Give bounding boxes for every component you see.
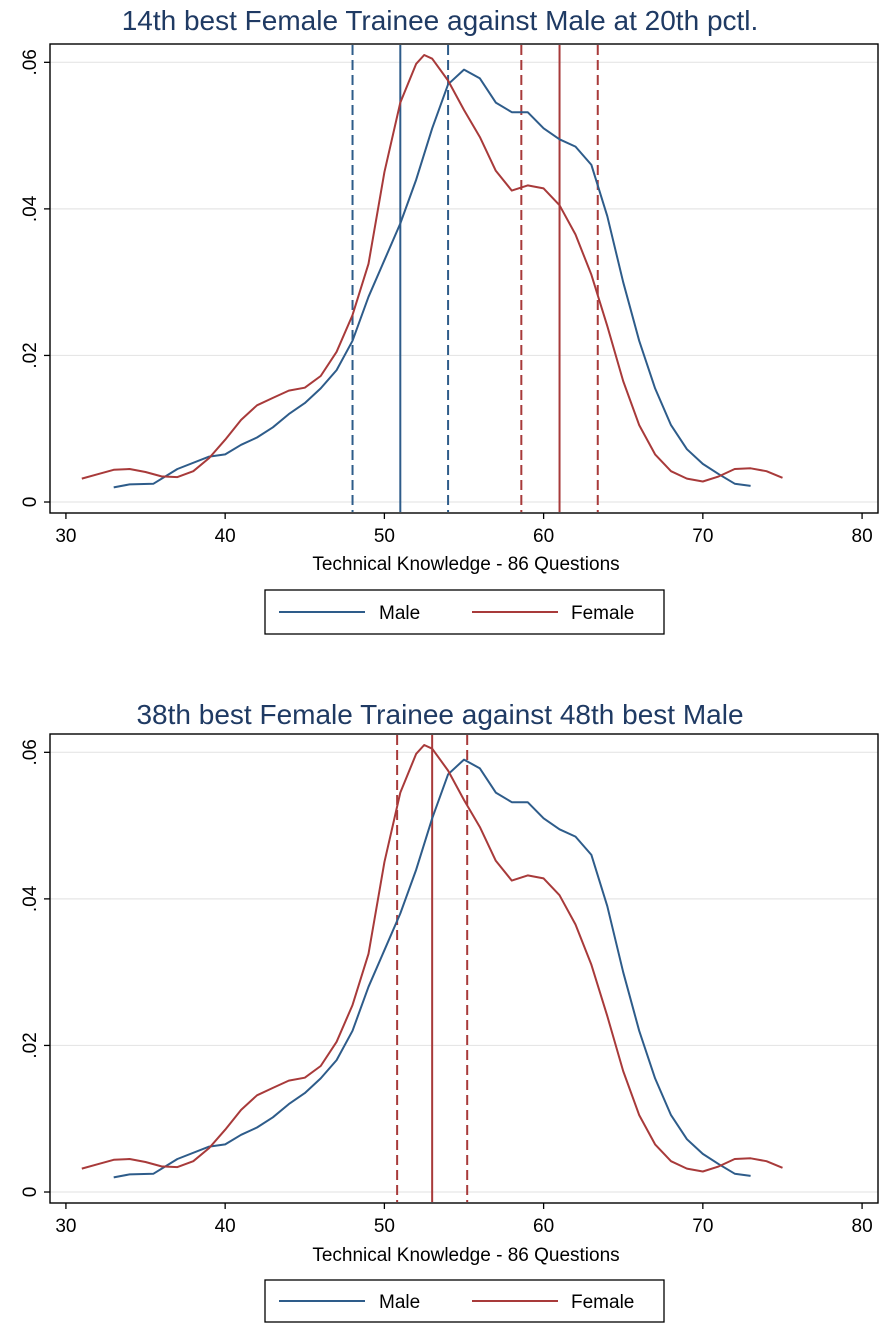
x-tick-label: 70 <box>692 1216 713 1237</box>
x-tick-label: 60 <box>533 1216 554 1237</box>
y-tick-label: .02 <box>20 342 41 368</box>
x-tick-label: 80 <box>852 526 873 547</box>
legend-label-female: Female <box>571 603 634 624</box>
female-density-line <box>81 744 783 1173</box>
legend-label-female: Female <box>571 1292 634 1313</box>
density-chart-2: 38th best Female Trainee against 48th be… <box>20 699 879 1323</box>
gridlines <box>50 751 878 1193</box>
x-tick-label: 40 <box>215 526 236 547</box>
chart-title: 14th best Female Trainee against Male at… <box>122 5 759 36</box>
reference-lines <box>351 45 599 512</box>
x-tick-label: 70 <box>692 526 713 547</box>
chart-panel-1: 14th best Female Trainee against Male at… <box>0 0 880 650</box>
density-chart-1: 14th best Female Trainee against Male at… <box>20 5 879 635</box>
male-density-line <box>113 68 751 489</box>
legend: Male Female <box>264 1279 665 1323</box>
legend-box <box>264 589 665 635</box>
plot-frame <box>49 733 879 1204</box>
x-tick-label: 50 <box>374 1216 395 1237</box>
chart-panel-2: 38th best Female Trainee against 48th be… <box>0 690 880 1324</box>
plot-frame <box>49 43 879 514</box>
reference-lines <box>396 735 469 1202</box>
gridlines <box>50 61 878 503</box>
y-tick-label: 0 <box>20 1187 41 1198</box>
x-tick-label: 50 <box>374 526 395 547</box>
y-tick-label: 0 <box>20 497 41 508</box>
y-tick-label: .02 <box>20 1032 41 1058</box>
x-tick-label: 30 <box>55 1216 76 1237</box>
male-density-line <box>113 758 751 1179</box>
legend-label-male: Male <box>379 1292 420 1313</box>
legend-label-male: Male <box>379 603 420 624</box>
x-tick-label: 30 <box>55 526 76 547</box>
y-tick-label: .04 <box>20 195 41 222</box>
x-tick-label: 80 <box>852 1216 873 1237</box>
chart-title: 38th best Female Trainee against 48th be… <box>136 699 743 730</box>
legend: Male Female <box>264 589 665 635</box>
x-axis-label: Technical Knowledge - 86 Questions <box>312 1245 619 1266</box>
y-tick-label: .06 <box>20 49 41 75</box>
female-density-line <box>81 54 783 483</box>
x-axis-label: Technical Knowledge - 86 Questions <box>312 554 619 575</box>
y-tick-label: .04 <box>20 885 41 912</box>
y-tick-label: .06 <box>20 739 41 765</box>
x-tick-label: 60 <box>533 526 554 547</box>
x-tick-label: 40 <box>215 1216 236 1237</box>
